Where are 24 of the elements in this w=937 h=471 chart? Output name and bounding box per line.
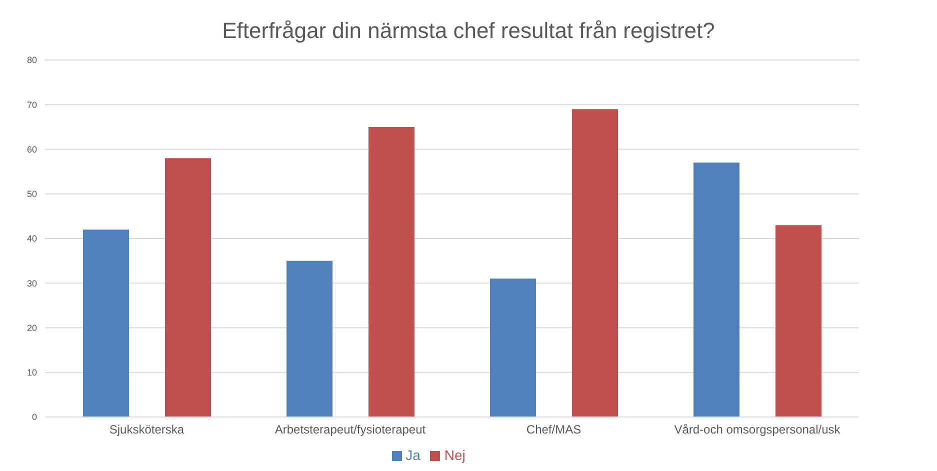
y-tick-label: 70 [26, 100, 37, 110]
bar [286, 260, 332, 417]
y-tick-label: 30 [26, 278, 37, 288]
x-tick-label: Arbetsterapeut/fysioterapeut [274, 422, 426, 437]
bar [368, 126, 414, 417]
legend-label: Nej [444, 447, 466, 463]
y-tick-label: 80 [26, 55, 37, 66]
y-tick-label: 60 [26, 144, 37, 154]
y-tick-label: 40 [26, 234, 37, 244]
bar [776, 225, 822, 417]
x-tick-label: Chef/MAS [526, 422, 582, 437]
bar [490, 278, 536, 417]
x-tick-label: Vård-och omsorgspersonal/usk [674, 422, 842, 437]
chart-title: Efterfrågar din närmsta chef resultat från registret? [221, 17, 716, 45]
legend-label: Ja [406, 447, 420, 463]
y-tick-label: 0 [32, 412, 37, 422]
bar [83, 230, 129, 417]
bar [572, 109, 618, 417]
bar [694, 162, 740, 417]
y-tick-label: 10 [26, 368, 37, 378]
x-tick-label: Sjuksköterska [109, 422, 184, 437]
y-tick-label: 50 [26, 189, 37, 200]
bar [165, 158, 211, 417]
y-tick-label: 20 [26, 322, 37, 333]
